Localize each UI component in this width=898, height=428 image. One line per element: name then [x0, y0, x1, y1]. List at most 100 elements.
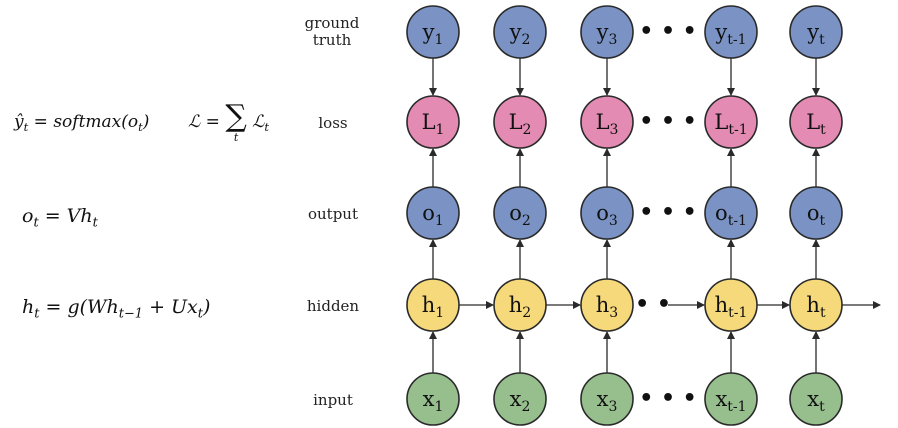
- node-letter: o: [422, 201, 435, 225]
- node-hidden-1: h1: [406, 278, 460, 332]
- equation-yhat: ŷt = softmax(ot): [14, 112, 149, 135]
- node-label: o2: [509, 201, 531, 229]
- node-subscript: 2: [522, 213, 531, 229]
- node-hidden-2: h2: [493, 278, 547, 332]
- node-circle: [789, 278, 843, 332]
- node-ground-truth-t-1: yt-1: [704, 5, 758, 59]
- node-label: o1: [422, 201, 444, 229]
- node-loss-3: L3: [580, 95, 634, 149]
- node-label: Lt: [806, 110, 826, 138]
- node-subscript: 1: [434, 399, 443, 415]
- arrows-group: [429, 58, 881, 373]
- hidden-close: ): [202, 296, 211, 318]
- ellipsis-loss: • • •: [639, 109, 697, 134]
- node-subscript: 2: [522, 305, 531, 321]
- node-label: x2: [510, 387, 531, 415]
- node-letter: h: [715, 293, 729, 317]
- node-circle: [789, 372, 843, 426]
- loss-sum: ∑: [225, 99, 247, 134]
- node-label: yt-1: [714, 20, 746, 48]
- node-subscript: t: [820, 213, 826, 229]
- node-subscript: t: [819, 32, 825, 48]
- node-circle: [493, 95, 547, 149]
- node-label: y2: [509, 20, 531, 48]
- node-subscript: 3: [609, 305, 618, 321]
- node-input-3: x3: [580, 372, 634, 426]
- node-circle: [493, 372, 547, 426]
- hidden-rhs2: + Ux: [149, 296, 198, 318]
- node-label: y3: [596, 20, 618, 48]
- loss-lhs: ℒ: [188, 112, 201, 132]
- node-subscript: t-1: [727, 32, 746, 48]
- node-label: L2: [509, 110, 532, 138]
- node-label: h3: [596, 293, 618, 321]
- node-subscript: 2: [521, 399, 530, 415]
- node-circle: [493, 186, 547, 240]
- node-letter: o: [509, 201, 522, 225]
- node-output-t-1: ot-1: [704, 186, 758, 240]
- yhat-rhs-sub: t: [138, 120, 143, 135]
- yhat-sub: t: [23, 120, 29, 135]
- output-lhs-sub: t: [33, 215, 39, 231]
- yhat-equals: =: [33, 112, 48, 132]
- ellipses-group: • • • • • • • • • • • • • •: [635, 19, 697, 411]
- node-ground-truth-1: y1: [406, 5, 460, 59]
- node-circle: [580, 186, 634, 240]
- label-ground-truth-line1: ground: [305, 14, 360, 32]
- node-hidden-t-1: ht-1: [704, 278, 758, 332]
- node-label: h1: [422, 293, 444, 321]
- node-subscript: t-1: [727, 399, 746, 415]
- node-subscript: t-1: [728, 305, 747, 321]
- loss-sum-block: ∑ t: [225, 102, 246, 144]
- node-letter: h: [422, 293, 436, 317]
- node-letter: h: [596, 293, 610, 317]
- loss-sum-sub: t: [233, 131, 239, 144]
- node-subscript: t-1: [728, 122, 747, 138]
- node-subscript: 1: [435, 305, 444, 321]
- node-input-t-1: xt-1: [704, 372, 758, 426]
- node-ground-truth-3: y3: [580, 5, 634, 59]
- node-circle: [406, 372, 460, 426]
- node-output-t: ot: [789, 186, 843, 240]
- node-subscript: 3: [609, 213, 618, 229]
- node-circle: [493, 278, 547, 332]
- node-label: ot: [807, 201, 826, 229]
- node-label: yt: [806, 20, 825, 48]
- node-letter: y: [596, 20, 609, 44]
- node-label: x3: [597, 387, 618, 415]
- node-ground-truth-2: y2: [493, 5, 547, 59]
- node-letter: L: [596, 110, 610, 134]
- node-output-3: o3: [580, 186, 634, 240]
- loss-eq: =: [205, 112, 220, 132]
- yhat-rhs: softmax(o: [53, 112, 139, 132]
- node-letter: L: [509, 110, 523, 134]
- node-circle: [789, 186, 843, 240]
- label-input: input: [313, 391, 353, 409]
- hidden-lhs: h: [22, 296, 35, 318]
- node-letter: o: [715, 201, 728, 225]
- node-circle: [580, 278, 634, 332]
- node-circle: [406, 5, 460, 59]
- equation-output: ot = Vht: [22, 205, 98, 229]
- node-output-2: o2: [493, 186, 547, 240]
- ellipsis-hidden: • •: [635, 292, 671, 317]
- hidden-rhs1-sub: t−1: [118, 306, 144, 322]
- node-letter: x: [510, 387, 522, 411]
- node-hidden-t: ht: [789, 278, 843, 332]
- node-input-2: x2: [493, 372, 547, 426]
- node-subscript: t: [820, 122, 826, 138]
- node-subscript: 2: [521, 32, 530, 48]
- node-circle: [704, 372, 758, 426]
- node-letter: x: [423, 387, 435, 411]
- node-letter: L: [806, 110, 820, 134]
- ellipsis-input: • • •: [639, 386, 697, 411]
- equation-hidden: ht = g(Wht−1 + Uxt): [22, 296, 211, 320]
- node-label: ht: [806, 293, 826, 321]
- node-subscript: 1: [434, 32, 443, 48]
- node-letter: o: [596, 201, 609, 225]
- node-label: ht-1: [715, 293, 748, 321]
- node-subscript: 3: [608, 399, 617, 415]
- output-rhs: = Vh: [44, 205, 93, 227]
- node-subscript: 1: [436, 122, 445, 138]
